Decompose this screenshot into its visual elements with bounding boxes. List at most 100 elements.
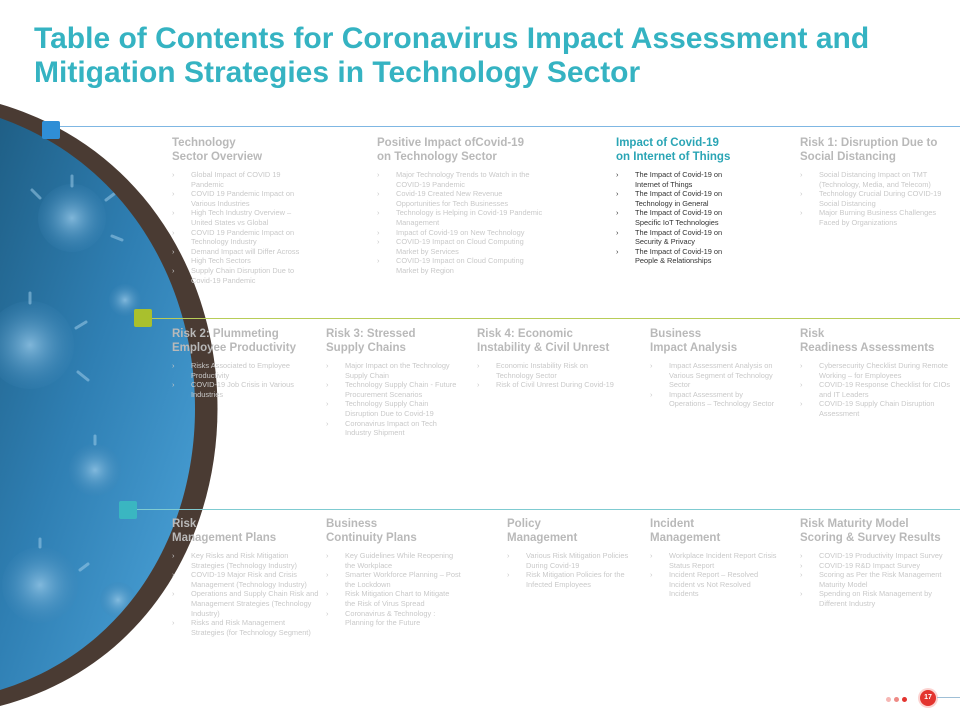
list-item: Supply Chain Disruption Due to Covid-19 … (172, 266, 312, 285)
list-item: Major Burning Business Challenges Faced … (800, 208, 950, 227)
toc-section-risk-2[interactable]: Risk 2: Plummeting Employee Productivity … (172, 327, 307, 399)
list-item: Various Risk Mitigation Policies During … (507, 551, 632, 570)
footer-line (937, 697, 960, 698)
row-marker-green (134, 309, 152, 327)
list-item: High Tech Industry Overview – United Sta… (172, 208, 312, 227)
list-item: Operations and Supply Chain Risk and Man… (172, 589, 320, 618)
list-item: Impact Assessment Analysis on Various Se… (650, 361, 780, 390)
list-item: Spending on Risk Management by Different… (800, 589, 952, 608)
list-item: Cybersecurity Checklist During Remote Wo… (800, 361, 958, 380)
section-title: Risk Maturity Model Scoring & Survey Resu… (800, 518, 941, 544)
list-item: Global Impact of COVID 19 Pandemic (172, 170, 312, 189)
section-items: Various Risk Mitigation Policies During … (507, 551, 632, 589)
row-divider-line (140, 318, 960, 319)
section-items: Workplace Incident Report Crisis Status … (650, 551, 780, 599)
list-item: Technology is Helping in Covid-19 Pandem… (377, 208, 545, 227)
list-item: Smarter Workforce Planning – Post the Lo… (326, 570, 461, 589)
section-items: Risks Associated to Employee Productivit… (172, 361, 307, 399)
section-items: Social Distancing Impact on TMT (Technol… (800, 170, 950, 228)
list-item: Impact of Covid-19 on New Technology (377, 228, 545, 238)
section-title: Risk 3: Stressed Supply Chains (326, 328, 416, 354)
list-item: The Impact of Covid-19 on Technology in … (616, 189, 746, 208)
toc-section-risk-maturity-model[interactable]: Risk Maturity Model Scoring & Survey Resu… (800, 517, 952, 609)
toc-section-risk-4[interactable]: Risk 4: Economic Instability & Civil Unre… (477, 327, 627, 390)
list-item: Risk of Civil Unrest During Covid-19 (477, 380, 627, 390)
list-item: COVID-19 Impact on Cloud Computing Marke… (377, 237, 545, 256)
row-divider-line (48, 126, 960, 127)
list-item: COVID-19 Major Risk and Crisis Managemen… (172, 570, 320, 589)
toc-section-positive-impact[interactable]: Positive Impact ofCovid-19 on Technology … (377, 136, 545, 276)
section-title: Business Continuity Plans (326, 518, 417, 544)
list-item: Coronavirus & Technology : Planning for … (326, 609, 461, 628)
section-items: Economic Instability Risk on Technology … (477, 361, 627, 390)
section-title: Technology Sector Overview (172, 137, 263, 163)
list-item: The Impact of Covid-19 on Internet of Th… (616, 170, 746, 189)
list-item: Covid-19 Created New Revenue Opportuniti… (377, 189, 545, 208)
row-marker-teal (119, 501, 137, 519)
list-item: The Impact of Covid-19 on Security & Pri… (616, 228, 746, 247)
section-items: The Impact of Covid-19 on Internet of Th… (616, 170, 746, 266)
list-item: Coronavirus Impact on Tech Industry Ship… (326, 419, 461, 438)
list-item: COVID 19 Pandemic Impact on Various Indu… (172, 189, 312, 208)
toc-section-risk-1[interactable]: Risk 1: Disruption Due to Social Distanci… (800, 136, 950, 228)
section-items: Cybersecurity Checklist During Remote Wo… (800, 361, 958, 419)
section-title: Risk Readiness Assessments (800, 328, 935, 354)
list-item: Risks and Risk Management Strategies (fo… (172, 618, 320, 637)
list-item: Economic Instability Risk on Technology … (477, 361, 627, 380)
section-title: Risk 2: Plummeting Employee Productivity (172, 328, 296, 354)
list-item: Demand Impact will Differ Across High Te… (172, 247, 312, 266)
list-item: The Impact of Covid-19 on People & Relat… (616, 247, 746, 266)
section-items: Major Impact on the Technology Supply Ch… (326, 361, 461, 438)
page-title: Table of Contents for Coronavirus Impact… (34, 22, 870, 89)
list-item: Risks Associated to Employee Productivit… (172, 361, 307, 380)
list-item: Technology Supply Chain - Future Procure… (326, 380, 461, 399)
row-divider-line (125, 509, 960, 510)
list-item: Scoring as Per the Risk Management Matur… (800, 570, 952, 589)
list-item: COVID-19 Response Checklist for CIOs and… (800, 380, 958, 399)
list-item: Risk Mitigation Chart to Mitigate the Ri… (326, 589, 461, 608)
list-item: COVID-19 Productivity Impact Survey (800, 551, 952, 561)
section-title: Positive Impact ofCovid-19 on Technology … (377, 137, 524, 163)
section-items: Impact Assessment Analysis on Various Se… (650, 361, 780, 409)
list-item: Risk Mitigation Policies for the Infecte… (507, 570, 632, 589)
list-item: Technology Crucial During COVID-19 Socia… (800, 189, 950, 208)
list-item: COVID 19 Pandemic Impact on Technology I… (172, 228, 312, 247)
list-item: Major Technology Trends to Watch in the … (377, 170, 545, 189)
list-item: Key Guidelines While Reopening the Workp… (326, 551, 461, 570)
section-items: COVID-19 Productivity Impact Survey COVI… (800, 551, 952, 609)
footer-dot (886, 697, 891, 702)
page-number-badge: 17 (920, 690, 936, 706)
footer-dot (894, 697, 899, 702)
section-title: Business Impact Analysis (650, 328, 738, 354)
section-items: Major Technology Trends to Watch in the … (377, 170, 545, 276)
list-item: COVID-19 Supply Chain Disruption Assessm… (800, 399, 958, 418)
list-item: Major Impact on the Technology Supply Ch… (326, 361, 461, 380)
section-title: Risk 1: Disruption Due to Social Distanci… (800, 137, 938, 163)
list-item: Social Distancing Impact on TMT (Technol… (800, 170, 950, 189)
list-item: COVID-19 Impact on Cloud Computing Marke… (377, 256, 545, 275)
section-items: Global Impact of COVID 19 Pandemic COVID… (172, 170, 312, 285)
toc-section-internet-of-things[interactable]: Impact of Covid-19 on Internet of Things … (616, 136, 746, 266)
section-title: Policy Management (507, 518, 578, 544)
section-items: Key Guidelines While Reopening the Workp… (326, 551, 461, 628)
list-item: Technology Supply Chain Disruption Due t… (326, 399, 461, 418)
list-item: Impact Assessment by Operations – Techno… (650, 390, 780, 409)
section-title: Risk 4: Economic Instability & Civil Unre… (477, 328, 610, 354)
section-items: Key Risks and Risk Mitigation Strategies… (172, 551, 320, 637)
list-item: Workplace Incident Report Crisis Status … (650, 551, 780, 570)
list-item: COVID-19 R&D Impact Survey (800, 561, 952, 571)
section-title: Incident Management (650, 518, 721, 544)
row-marker-blue (42, 121, 60, 139)
section-title: Impact of Covid-19 on Internet of Things (616, 137, 731, 163)
section-title: Risk Management Plans (172, 518, 277, 544)
list-item: Key Risks and Risk Mitigation Strategies… (172, 551, 320, 570)
